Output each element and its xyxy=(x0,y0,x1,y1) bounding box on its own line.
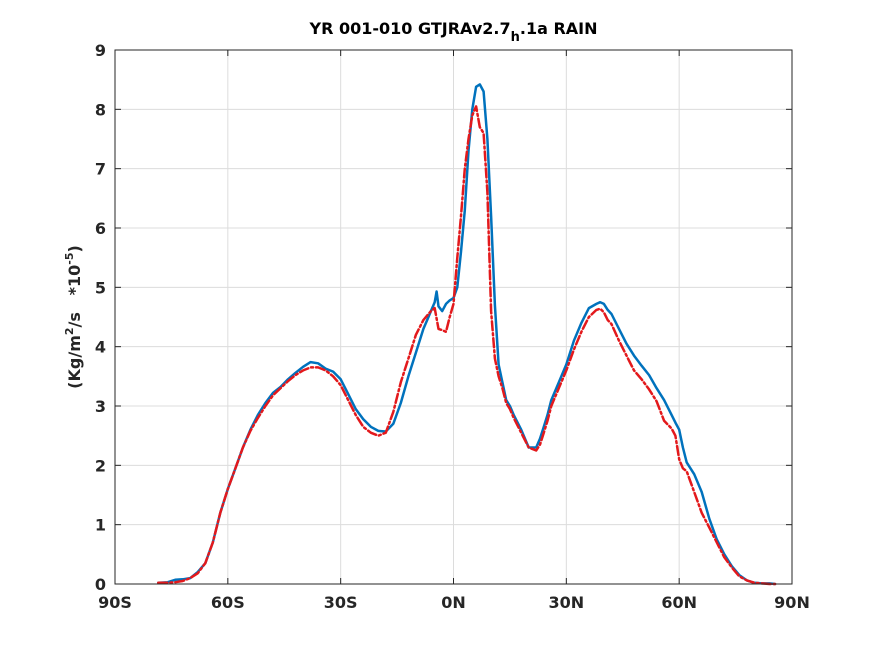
x-tick-label: 90S xyxy=(98,593,132,612)
y-tick-label: 4 xyxy=(95,338,106,357)
y-tick-label: 0 xyxy=(95,575,106,594)
ylabel-close: ) xyxy=(65,245,84,252)
title-suffix: .1a RAIN xyxy=(520,19,598,38)
ylabel-units-mid: /s *10 xyxy=(65,265,84,328)
y-axis-label: (Kg/m2/s *10-5) xyxy=(63,245,84,389)
series-layer xyxy=(157,83,777,586)
title-subscript: h xyxy=(511,30,520,45)
ticks xyxy=(114,49,793,585)
y-tick-label: 6 xyxy=(95,219,106,238)
x-tick-label: 0N xyxy=(441,593,466,612)
x-tick-label: 60S xyxy=(211,593,245,612)
title-main: YR 001-010 GTJRAv2.7 xyxy=(309,19,511,38)
x-tick-label: 30S xyxy=(324,593,358,612)
x-tick-label: 30N xyxy=(549,593,585,612)
x-tick-label: 90N xyxy=(774,593,810,612)
y-tick-label: 1 xyxy=(95,516,106,535)
series-line-red xyxy=(157,105,777,586)
y-tick-label: 3 xyxy=(95,397,106,416)
y-tick-label: 9 xyxy=(95,41,106,60)
ylabel-units-exponent: 2 xyxy=(63,327,76,335)
y-tick-label: 5 xyxy=(95,278,106,297)
x-tick-label: 60N xyxy=(661,593,697,612)
y-tick-label: 2 xyxy=(95,456,106,475)
chart-title: YR 001-010 GTJRAv2.7h.1a RAIN xyxy=(309,19,598,45)
ylabel-units-prefix: (Kg/m xyxy=(65,335,84,389)
tick-labels: 90S 60S 30S 0N 30N 60N 90N 0 1 2 3 4 5 6 7 8 9 xyxy=(95,41,810,612)
y-tick-label: 7 xyxy=(95,160,106,179)
y-tick-label: 8 xyxy=(95,100,106,119)
ylabel-scale-exponent: -5 xyxy=(63,253,76,265)
